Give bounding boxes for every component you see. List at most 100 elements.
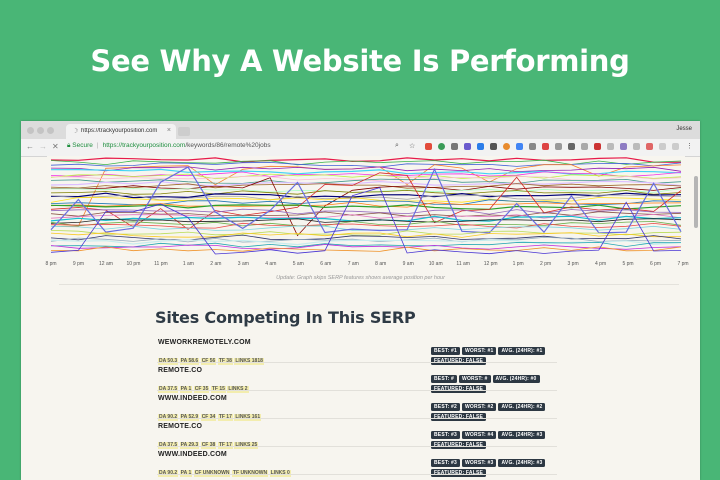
rank-badge: BEST: # bbox=[431, 375, 458, 383]
hour-label: 10 pm bbox=[126, 261, 141, 267]
stop-loading-icon[interactable]: ✕ bbox=[52, 142, 59, 151]
rank-line bbox=[50, 189, 682, 195]
metric-tag: PA 52.9 bbox=[179, 414, 200, 421]
profile-name[interactable]: Jesse bbox=[676, 126, 692, 132]
extension-icon-green[interactable] bbox=[438, 143, 445, 150]
extension-icon-red[interactable] bbox=[425, 143, 432, 150]
extension-icon-blue[interactable] bbox=[477, 143, 484, 150]
extension-icons: ⌕ ☆ ⋮ bbox=[395, 142, 695, 153]
site-domain[interactable]: WWW.INDEED.COM bbox=[158, 451, 227, 458]
url-path: /keywords/86/remote%20jobs bbox=[185, 142, 271, 149]
metric-tag: LINKS 1818 bbox=[234, 358, 264, 365]
tab-title: https://trackyourposition.com bbox=[81, 128, 158, 134]
metric-tag: PA 1 bbox=[179, 470, 193, 477]
url-host: https://trackyourposition.com bbox=[102, 142, 186, 149]
close-tab-icon[interactable]: × bbox=[166, 127, 171, 134]
rank-line bbox=[50, 220, 682, 227]
browser-tab[interactable]: ☽ https://trackyourposition.com × bbox=[66, 124, 176, 139]
menu-dots-icon[interactable]: ⋮ bbox=[686, 143, 693, 150]
extension-icon-dark-2[interactable] bbox=[568, 143, 575, 150]
hour-label: 6 pm bbox=[649, 261, 662, 267]
hour-label: 11 pm bbox=[154, 261, 168, 267]
rank-line bbox=[50, 208, 682, 215]
hour-label: 4 pm bbox=[595, 261, 607, 267]
maximize-window-dot[interactable] bbox=[47, 127, 54, 134]
section-divider bbox=[59, 284, 679, 285]
featured-badge: FEATURED: FALSE bbox=[431, 441, 487, 449]
metric-tag: CF 38 bbox=[200, 442, 217, 449]
extension-icon-purple[interactable] bbox=[464, 143, 471, 150]
rank-line bbox=[50, 187, 682, 255]
minimize-window-dot[interactable] bbox=[37, 127, 44, 134]
hour-label: 7 am bbox=[347, 261, 359, 267]
rank-history-graph bbox=[47, 156, 685, 256]
site-metrics: DA 50.3 PA 58.6 CF 56 TF 38 LINKS 1818 bbox=[158, 349, 265, 365]
rank-line bbox=[50, 194, 682, 201]
address-bar[interactable]: 🔒︎ Secure | https://trackyourposition.com/… bbox=[67, 142, 627, 153]
rank-line bbox=[50, 178, 682, 184]
site-metrics: DA 90.2 PA 1 CF UNKNOWN TF UNKNOWN LINKS 0 bbox=[158, 461, 292, 477]
extension-icon-gray-7[interactable] bbox=[672, 143, 679, 150]
rank-badge: WORST: #2 bbox=[462, 403, 497, 411]
rank-badge: WORST: # bbox=[459, 375, 491, 383]
url-separator: | bbox=[96, 142, 99, 149]
extension-icon-purple-2[interactable] bbox=[620, 143, 627, 150]
secure-label: Secure bbox=[72, 142, 93, 149]
hour-label: 9 pm bbox=[72, 261, 85, 267]
rank-line bbox=[50, 197, 682, 203]
extension-icon-dark[interactable] bbox=[490, 143, 497, 150]
hour-label: 6 am bbox=[320, 261, 332, 267]
rank-history-svg bbox=[50, 157, 682, 255]
metric-tag: DA 37.5 bbox=[158, 442, 179, 449]
rank-line bbox=[50, 173, 682, 180]
extension-icon-red-4[interactable] bbox=[646, 143, 653, 150]
new-tab-button[interactable] bbox=[178, 127, 190, 136]
hour-label: 3 pm bbox=[567, 261, 579, 267]
extension-icon-gray[interactable] bbox=[451, 143, 458, 150]
extension-icon-gray-6[interactable] bbox=[659, 143, 666, 150]
extension-icon-gray-5[interactable] bbox=[633, 143, 640, 150]
extension-icon-orange[interactable] bbox=[503, 143, 510, 150]
site-domain[interactable]: REMOTE.CO bbox=[158, 423, 203, 430]
featured-badge: FEATURED: FALSE bbox=[431, 469, 487, 477]
site-row: WEWORKREMOTELY.COM DA 50.3 PA 58.6 CF 56 TF … bbox=[157, 336, 557, 365]
rank-line bbox=[50, 177, 682, 237]
hour-label: 9 am bbox=[402, 261, 414, 267]
site-row: REMOTE.CO DA 37.5 PA 1 CF 35 TF 15 LINKS 2 BES… bbox=[157, 364, 557, 393]
extension-icon-gray-3[interactable] bbox=[555, 143, 562, 150]
address-toolbar: ← → ✕ 🔒︎ Secure | https://trackyourpositio… bbox=[21, 139, 700, 157]
close-window-dot[interactable] bbox=[27, 127, 34, 134]
metric-tag: PA 29.3 bbox=[179, 442, 200, 449]
forward-arrow-icon[interactable]: → bbox=[39, 142, 47, 151]
page-scrollbar[interactable] bbox=[694, 176, 698, 228]
extension-icon-red-3[interactable] bbox=[594, 143, 601, 150]
lock-icon: 🔒︎ bbox=[67, 142, 73, 149]
hour-axis: 8 pm 9 pm 12 am 10 pm 11 pm 1 am 2 am 3 am 4 am 5… bbox=[43, 261, 693, 271]
rank-line bbox=[50, 166, 682, 173]
hour-label: 2 pm bbox=[540, 261, 552, 267]
hour-label: 8 pm bbox=[45, 261, 57, 267]
row-divider bbox=[157, 390, 557, 391]
rank-line bbox=[50, 201, 682, 208]
extension-icon-red-2[interactable] bbox=[542, 143, 549, 150]
hour-label: 11 am bbox=[456, 261, 470, 267]
rank-badge: AVG. (24HR): #3 bbox=[498, 431, 546, 439]
hour-label: 3 am bbox=[237, 261, 249, 267]
site-domain[interactable]: WEWORKREMOTELY.COM bbox=[158, 339, 251, 346]
extension-icon-gray-2[interactable] bbox=[529, 143, 536, 150]
rank-badge: BEST: #2 bbox=[431, 403, 460, 411]
hour-label: 4 am bbox=[265, 261, 277, 267]
extension-icon-blue-2[interactable] bbox=[516, 143, 523, 150]
site-domain[interactable]: REMOTE.CO bbox=[158, 367, 203, 374]
camera-icon[interactable] bbox=[607, 143, 614, 150]
metric-tag: LINKS 25 bbox=[234, 442, 259, 449]
star-icon[interactable]: ☆ bbox=[409, 143, 416, 150]
extension-icon-gray-4[interactable] bbox=[581, 143, 588, 150]
search-icon[interactable]: ⌕ bbox=[395, 142, 399, 149]
metric-tag: PA 1 bbox=[179, 386, 193, 393]
back-arrow-icon[interactable]: ← bbox=[26, 142, 34, 151]
site-domain[interactable]: WWW.INDEED.COM bbox=[158, 395, 227, 402]
metric-tag: DA 37.5 bbox=[158, 386, 179, 393]
rank-badge: BEST: #3 bbox=[431, 459, 460, 467]
row-divider bbox=[157, 474, 557, 475]
